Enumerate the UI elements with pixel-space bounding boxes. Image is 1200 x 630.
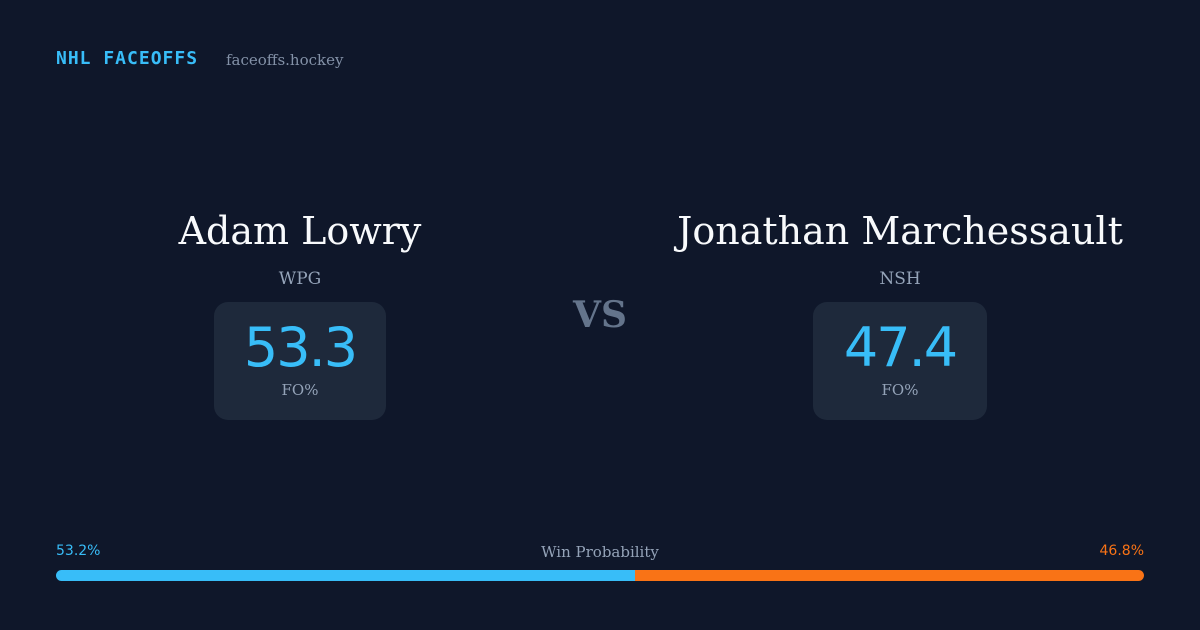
brand: NHL FACEOFFS [56, 48, 199, 69]
player-name: Jonathan Marchessault [677, 209, 1123, 253]
stat-value: 47.4 [843, 316, 958, 379]
stat-value: 53.3 [243, 316, 358, 379]
team: NSH [879, 269, 921, 289]
team: WPG [278, 269, 322, 289]
win-prob-segment [56, 570, 635, 581]
player-name: Adam Lowry [178, 209, 422, 253]
win-prob-bar [56, 570, 1144, 581]
win-prob-title: Win Probability [541, 543, 659, 561]
player-panel: Adam Lowry WPG 53.3 FO% [0, 205, 600, 420]
site-url: faceoffs.hockey [226, 51, 344, 69]
stat-label: FO% [281, 381, 319, 399]
stat-label: FO% [881, 381, 919, 399]
win-prob-segment [634, 570, 1144, 581]
versus: VS [573, 294, 627, 336]
stat-card: 53.3 FO% [214, 302, 386, 420]
player-panel: Jonathan Marchessault NSH 47.4 FO% [600, 205, 1200, 420]
win-prob-label: 46.8% [1099, 543, 1144, 559]
stat-card: 47.4 FO% [813, 302, 987, 420]
win-prob-label: 53.2% [56, 543, 101, 559]
